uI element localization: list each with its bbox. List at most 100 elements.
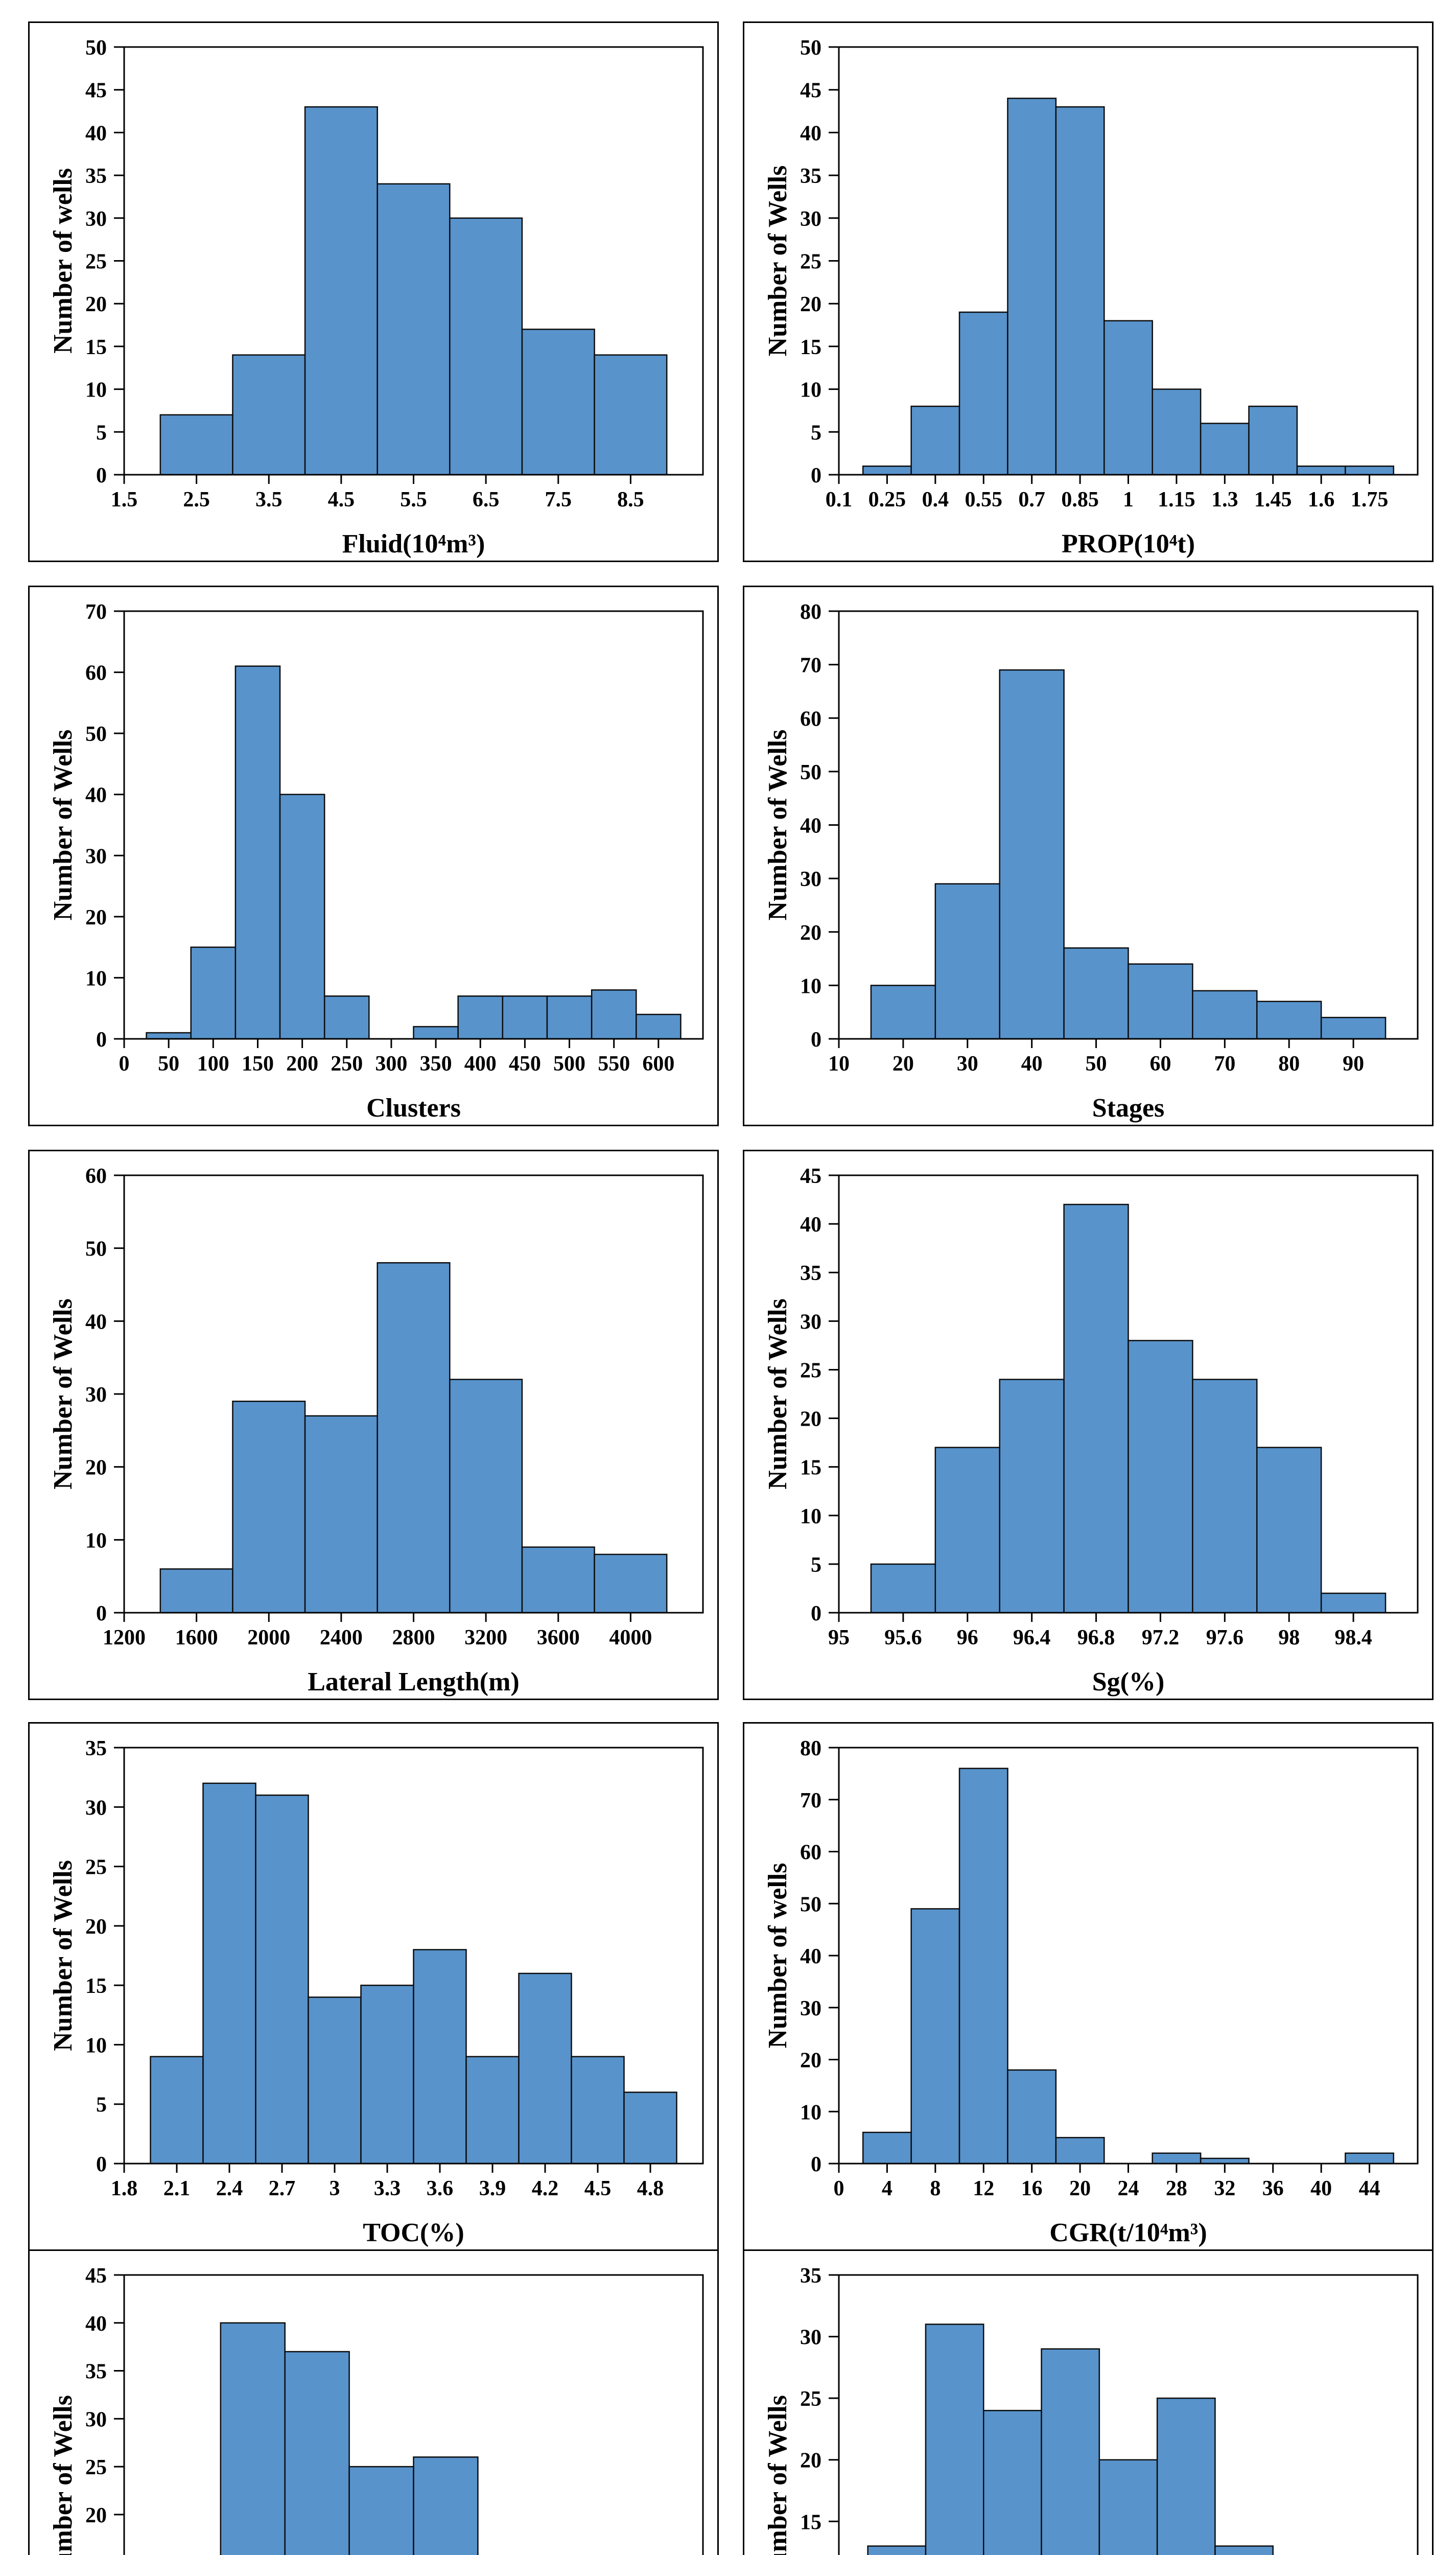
bar [377,183,451,476]
x-tick-label: 150 [242,1052,274,1076]
panel-fluid-histogram: 0 5 10 15 20 25 30 35 40 45 50 1.5 2.5 3.5 4.5 5.5 6.5 7.… [28,21,719,562]
m6gas-histogram: 0510152025303540450400800120016002000240… [49,2264,704,2555]
bar [999,669,1065,1040]
plot-frame [123,1747,704,2165]
y-tick-label: 10 [800,1505,821,1528]
y-tick-label: 0 [96,1028,107,1052]
x-axis-title: Sg(%) [1092,1667,1165,1697]
x-tick-label: 0.55 [965,488,1003,512]
panel-m6gas-histogram: 0510152025303540450400800120016002000240… [28,2251,719,2555]
bar [304,106,378,476]
bar [1156,2397,1216,2555]
x-tick-label: 95.6 [884,1626,922,1650]
y-tick-label: 25 [800,250,821,274]
x-tick-label: 4.8 [637,2177,664,2200]
bar [457,995,504,1040]
y-tick-label: 45 [85,79,107,103]
x-tick-label: 40 [1021,1052,1043,1076]
y-tick-label: 10 [800,379,821,402]
x-tick-label: 3 [330,2177,340,2200]
y-axis: 0 5 10 15 20 25 30 35 40 45 50 [800,36,839,487]
y-tick-label: 20 [85,293,107,316]
x-tick-label: 4 [882,2177,893,2200]
panel-cgr-histogram: 0 10 20 30 40 50 60 70 80 0 4 8 12 16 20 24 28 32 36 40 44 Nu… [743,1722,1434,2251]
x-axis-title: Clusters [366,1094,461,1123]
bar [870,985,936,1040]
sg-histogram: 0 5 10 15 20 25 30 35 40 45 95 95.6 96 96.4 96.8 97.2 97… [763,1165,1419,1697]
y-tick-label: 20 [85,2504,107,2527]
y-axis: 0 5 10 15 20 25 30 35 40 45 50 [85,36,124,487]
y-tick-label: 15 [85,336,107,359]
bar [1192,1379,1258,1614]
bar [1152,2152,1202,2165]
bar [190,946,237,1040]
panel-clusters-histogram: 0 10 20 30 40 50 60 70 0 50 100 150 200 250 300 350 400 4… [28,586,719,1126]
y-tick-label: 20 [800,2049,821,2073]
bar [1041,2348,1100,2555]
plot-frame [123,610,704,1040]
y-tick-label: 30 [85,845,107,868]
x-tick-label: 0 [119,1052,130,1076]
y-tick-label: 0 [811,464,821,487]
y-tick-label: 10 [800,974,821,998]
x-tick-label: 70 [1214,1052,1235,1076]
y-tick-label: 10 [85,1529,107,1552]
bar [594,1553,668,1614]
bar [1152,388,1202,476]
bar [958,1768,1008,2165]
y-axis-title: Number of wells [49,168,78,354]
bar [1214,2545,1274,2555]
bar [220,2322,286,2555]
bar [308,1996,362,2165]
x-tick-label: 96.8 [1077,1626,1115,1650]
x-tick-label: 300 [375,1052,407,1076]
panel-sg-histogram: 0 5 10 15 20 25 30 35 40 45 95 95.6 96 96.4 96.8 97.2 97… [743,1150,1434,1700]
bar [1192,990,1258,1040]
y-tick-label: 70 [800,1789,821,1813]
x-tick-label: 3200 [464,1626,507,1650]
x-tick-label: 1200 [103,1626,146,1650]
bar [1256,1447,1322,1614]
x-tick-label: 1.45 [1254,488,1292,512]
y-tick-label: 30 [85,207,107,231]
y-tick-label: 40 [85,1310,107,1334]
y-tick-label: 60 [85,1165,107,1188]
x-tick-label: 3.3 [374,2177,401,2200]
x-axis: 1.8 2.1 2.4 2.7 3 3.3 3.6 3.9 4.2 4.5 4.8 [111,2164,664,2200]
x-axis-title: Stages [1092,1094,1165,1123]
bar [360,1984,414,2165]
x-tick-label: 1.8 [111,2177,138,2200]
x-tick-label: 6.5 [473,488,500,512]
x-tick-label: 4.2 [532,2177,559,2200]
y-tick-label: 60 [800,1841,821,1865]
y-axis-title: Number of wells [763,1863,792,2048]
bar [255,1794,309,2165]
x-axis-title: Lateral Length(m) [308,1667,519,1697]
cgr-histogram: 0 10 20 30 40 50 60 70 80 0 4 8 12 16 20 24 28 32 36 40 44 Nu… [763,1737,1419,2247]
bar [1200,423,1250,476]
bar [449,217,523,476]
bar [1055,2136,1105,2165]
bars [867,2324,1274,2555]
y-tick-label: 5 [811,1553,821,1577]
bar [146,1032,192,1040]
x-tick-label: 30 [957,1052,978,1076]
y-tick-label: 0 [96,1602,107,1625]
x-tick-label: 200 [286,1052,318,1076]
bar [323,995,370,1040]
y-tick-label: 5 [96,2094,107,2117]
x-tick-label: 7.5 [545,488,572,512]
bar [1063,1203,1129,1614]
x-tick-label: 20 [1069,2177,1091,2200]
y-tick-label: 60 [85,662,107,685]
x-axis: 0 50 100 150 200 250 300 350 400 450 500 550 600 [119,1039,674,1076]
plot-frame [123,2274,704,2555]
y-tick-label: 50 [800,761,821,784]
bar [1063,947,1129,1040]
y-axis-title: Number of Wells [763,1298,792,1490]
x-tick-label: 98.4 [1334,1626,1372,1650]
bar [934,883,1000,1040]
y-tick-label: 15 [800,1456,821,1480]
y-tick-label: 70 [800,654,821,678]
